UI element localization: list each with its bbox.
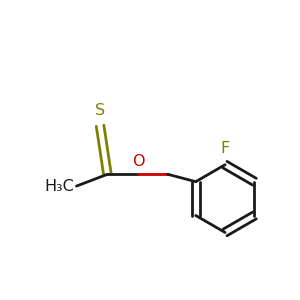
Text: F: F [220,141,230,156]
Text: H₃C: H₃C [44,178,74,194]
Text: S: S [95,103,105,118]
Text: O: O [132,154,145,169]
